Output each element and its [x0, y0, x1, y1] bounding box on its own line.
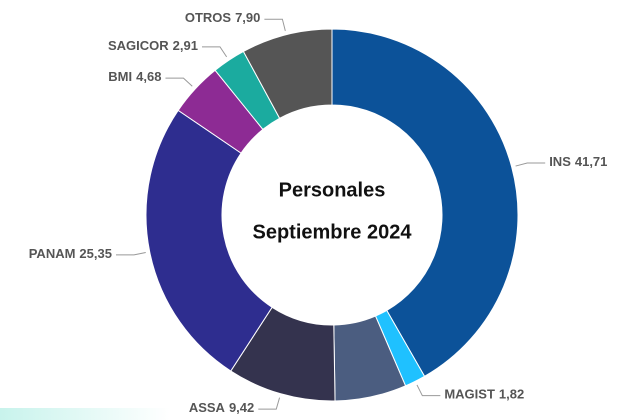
value-label: 4,68: [136, 70, 161, 85]
leader-line: [416, 384, 441, 397]
category-label: OTROS: [185, 11, 232, 26]
value-label: 2,91: [173, 38, 198, 53]
category-label: MAGIST: [444, 387, 495, 402]
chart-title: Personales: [279, 179, 386, 201]
chart-subtitle: Septiembre 2024: [253, 221, 413, 243]
donut-slice: [242, 28, 333, 119]
category-label: BMI: [108, 70, 132, 85]
data-label: BMI 4,68: [108, 70, 161, 85]
data-label: PANAM 25,35: [29, 246, 112, 261]
value-label: 25,35: [79, 246, 112, 261]
leader-line: [201, 46, 228, 58]
donut-slice: [331, 28, 519, 378]
data-label: MAGIST 1,82: [444, 387, 524, 402]
category-label: ASSA: [189, 401, 226, 416]
data-label: OTROS 7,90: [185, 11, 261, 26]
data-label: SAGICOR 2,91: [108, 38, 198, 53]
category-label: INS: [549, 154, 571, 169]
decoration: [0, 408, 170, 420]
donut-slice: [145, 109, 273, 372]
value-label: 9,42: [229, 401, 254, 416]
value-label: 1,82: [499, 387, 524, 402]
data-label: ASSA 9,42: [189, 401, 254, 416]
leader-line: [515, 162, 546, 167]
category-label: PANAM: [29, 246, 76, 261]
value-label: 7,90: [235, 11, 260, 26]
leader-line: [264, 18, 286, 31]
leader-line: [115, 252, 146, 256]
leader-line: [258, 397, 281, 410]
category-label: SAGICOR: [108, 38, 169, 53]
value-label: 41,71: [575, 154, 608, 169]
data-label: INS 41,71: [549, 154, 607, 169]
leader-line: [165, 77, 193, 87]
